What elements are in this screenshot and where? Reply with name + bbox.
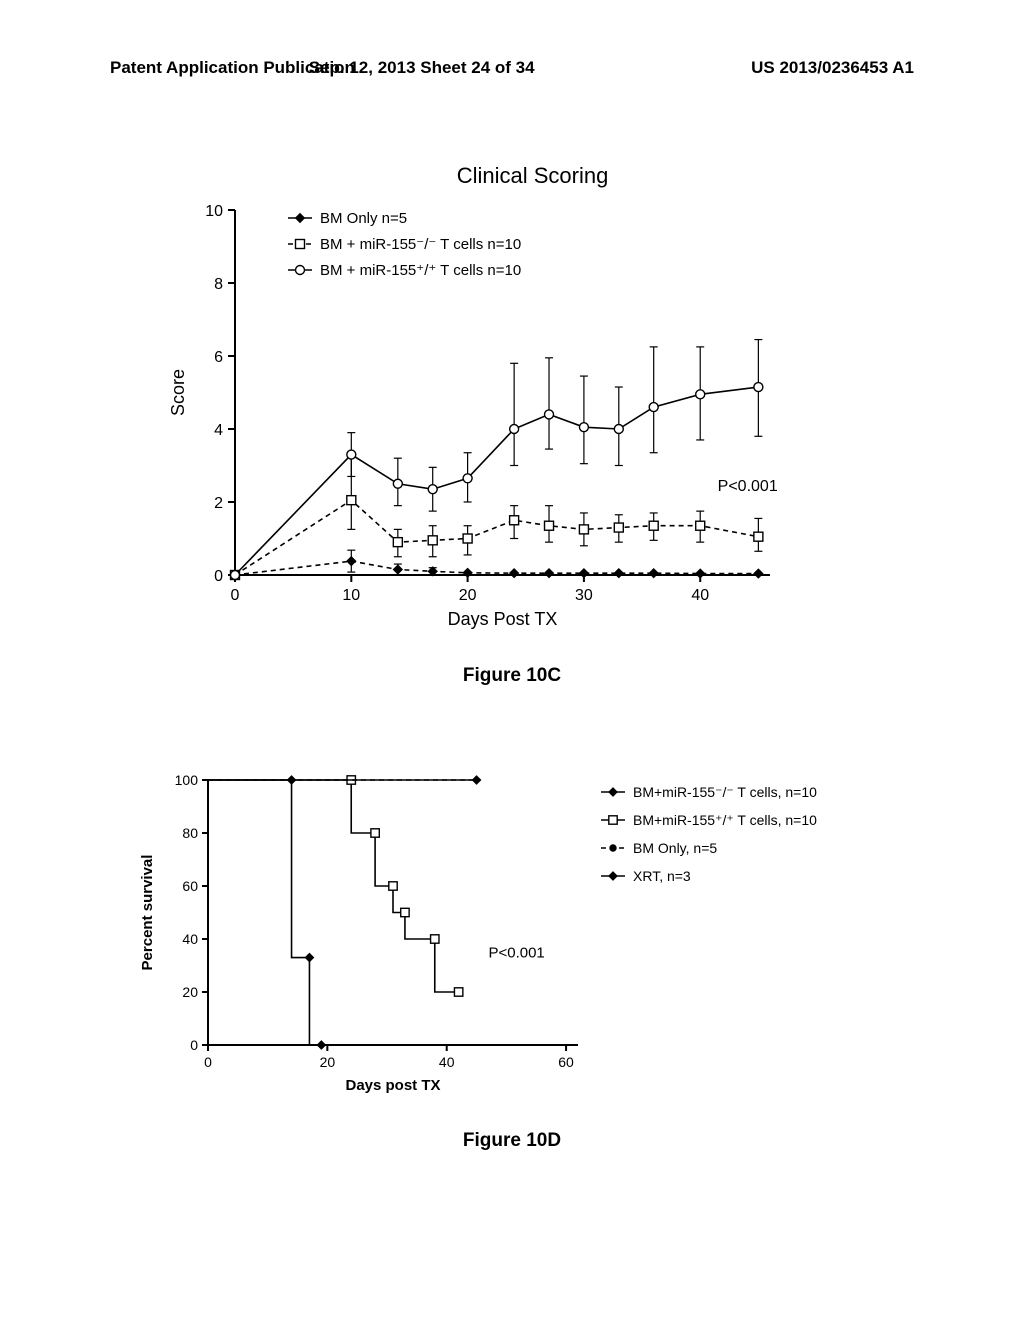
x-tick-label: 60 xyxy=(558,1054,574,1070)
caption-figure-10c: Figure 10C xyxy=(0,665,1024,687)
y-tick-label: 10 xyxy=(205,203,223,220)
legend-label: BM Only n=5 xyxy=(320,210,407,227)
page-header: Patent Application Publication Sep. 12, … xyxy=(0,58,1024,78)
y-tick-label: 100 xyxy=(175,772,199,788)
x-tick-label: 0 xyxy=(231,587,240,604)
y-axis-title: Score xyxy=(168,369,188,416)
x-tick-label: 20 xyxy=(459,587,477,604)
x-tick-label: 40 xyxy=(439,1054,455,1070)
x-tick-label: 40 xyxy=(691,587,709,604)
y-tick-label: 20 xyxy=(182,984,198,1000)
x-tick-label: 30 xyxy=(575,587,593,604)
y-tick-label: 0 xyxy=(190,1037,198,1053)
chart-title: Clinical Scoring xyxy=(457,163,609,188)
header-mid: Sep. 12, 2013 Sheet 24 of 34 xyxy=(309,58,535,78)
p-value-text: P<0.001 xyxy=(488,945,544,962)
y-tick-label: 0 xyxy=(214,568,223,585)
legend: BM+miR-155⁻/⁻ T cells, n=10 BM+miR-155⁺/⁺… xyxy=(601,784,817,884)
y-tick-label: 60 xyxy=(182,878,198,894)
series-group xyxy=(231,340,763,580)
y-tick-label: 8 xyxy=(214,276,223,293)
legend: BM Only n=5 BM + miR-155⁻/⁻ T cells n=10 B… xyxy=(288,210,521,279)
y-tick-label: 4 xyxy=(214,422,223,439)
legend-label: XRT, n=3 xyxy=(633,868,691,884)
y-tick-label: 2 xyxy=(214,495,223,512)
p-value-text: P<0.001 xyxy=(718,478,778,495)
y-tick-label: 6 xyxy=(214,349,223,366)
legend-label: BM+miR-155⁻/⁻ T cells, n=10 xyxy=(633,784,817,800)
caption-figure-10d: Figure 10D xyxy=(0,1130,1024,1152)
chart-clinical-scoring: Clinical Scoring 0 2 4 6 8 10 0 10 20 30 40 Days Pos… xyxy=(160,155,800,635)
x-tick-label: 0 xyxy=(204,1054,212,1070)
chart-percent-survival: 0 20 40 60 80 100 0 20 40 60 Days post TX Percent s… xyxy=(130,760,860,1100)
header-right: US 2013/0236453 A1 xyxy=(751,58,914,78)
legend-label: BM + miR-155⁻/⁻ T cells n=10 xyxy=(320,236,521,253)
x-axis-title: Days post TX xyxy=(345,1077,440,1094)
x-tick-label: 20 xyxy=(320,1054,336,1070)
legend-label: BM Only, n=5 xyxy=(633,840,717,856)
x-tick-label: 10 xyxy=(342,587,360,604)
legend-label: BM + miR-155⁺/⁺ T cells n=10 xyxy=(320,262,521,279)
y-axis-title: Percent survival xyxy=(139,855,156,971)
legend-label: BM+miR-155⁺/⁺ T cells, n=10 xyxy=(633,812,817,828)
y-tick-label: 80 xyxy=(182,825,198,841)
series-group xyxy=(208,776,481,1049)
y-tick-label: 40 xyxy=(182,931,198,947)
x-axis-title: Days Post TX xyxy=(448,609,558,629)
